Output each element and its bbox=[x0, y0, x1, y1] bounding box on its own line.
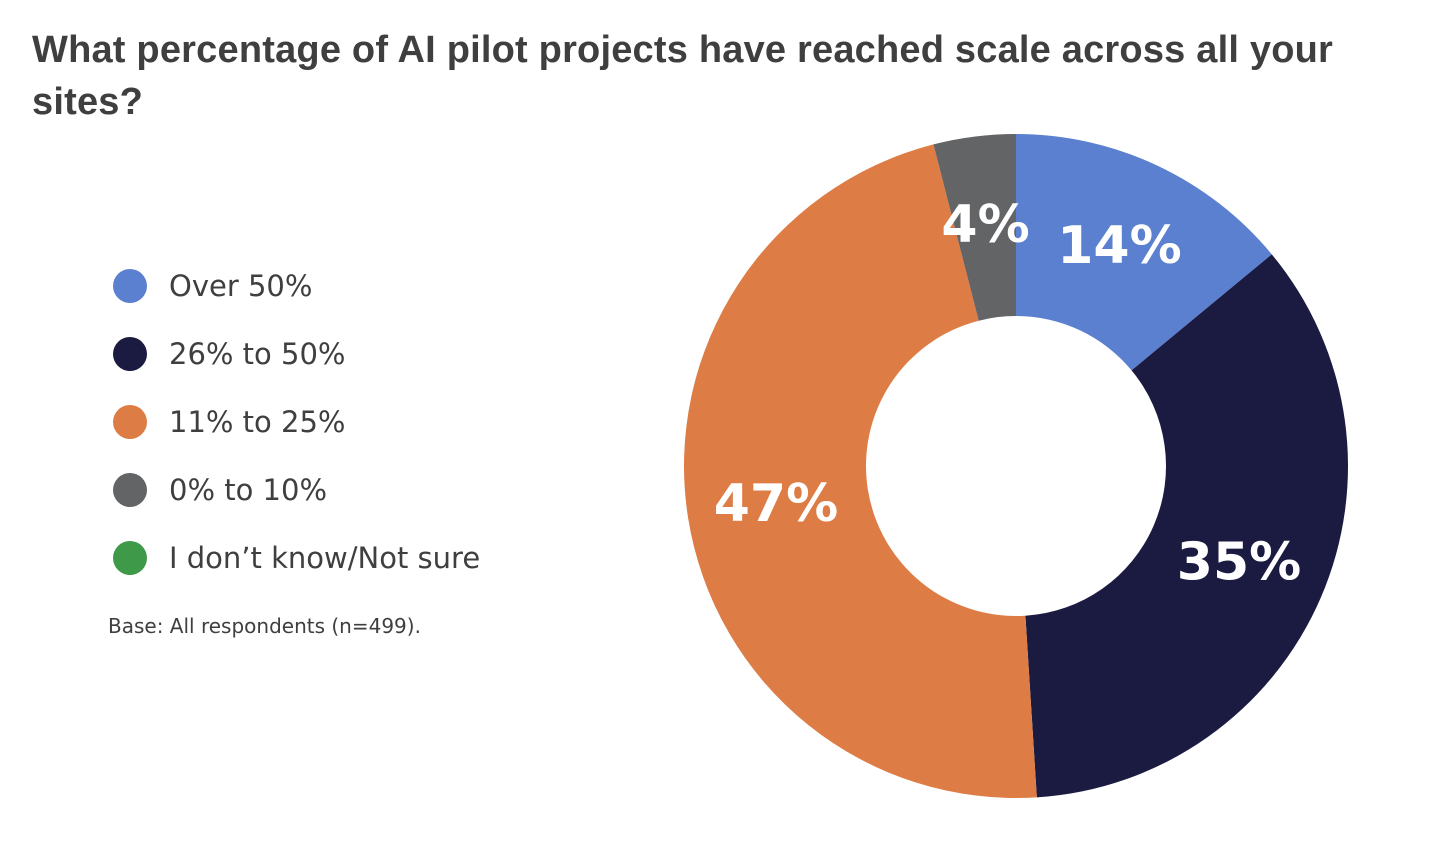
legend-swatch bbox=[113, 473, 147, 507]
chart-title: What percentage of AI pilot projects hav… bbox=[32, 29, 1334, 123]
base-note: Base: All respondents (n=499). bbox=[108, 614, 421, 638]
legend-label: Over 50% bbox=[169, 269, 313, 303]
slice-over-50- bbox=[1016, 134, 1272, 371]
data-label: 14% bbox=[1057, 216, 1181, 276]
legend-item-0-10: 0% to 10% bbox=[113, 456, 480, 524]
legend: Over 50% 26% to 50% 11% to 25% 0% to 10%… bbox=[113, 252, 480, 592]
legend-swatch bbox=[113, 405, 147, 439]
legend-swatch bbox=[113, 269, 147, 303]
slice-0-to-10- bbox=[933, 134, 1016, 321]
data-label: 35% bbox=[1177, 533, 1301, 593]
slice-11-to-25- bbox=[684, 144, 1037, 798]
data-label: 47% bbox=[714, 474, 838, 534]
legend-label: 26% to 50% bbox=[169, 337, 346, 371]
legend-swatch bbox=[113, 541, 147, 575]
legend-label: 0% to 10% bbox=[169, 473, 328, 507]
legend-item-26-50: 26% to 50% bbox=[113, 320, 480, 388]
slice-26-to-50- bbox=[1025, 254, 1348, 798]
legend-item-over-50: Over 50% bbox=[113, 252, 480, 320]
legend-label: 11% to 25% bbox=[169, 405, 346, 439]
legend-swatch bbox=[113, 337, 147, 371]
legend-label: I don’t know/Not sure bbox=[169, 541, 481, 575]
data-label: 4% bbox=[941, 195, 1029, 255]
legend-item-dont-know: I don’t know/Not sure bbox=[113, 524, 480, 592]
legend-item-11-25: 11% to 25% bbox=[113, 388, 480, 456]
